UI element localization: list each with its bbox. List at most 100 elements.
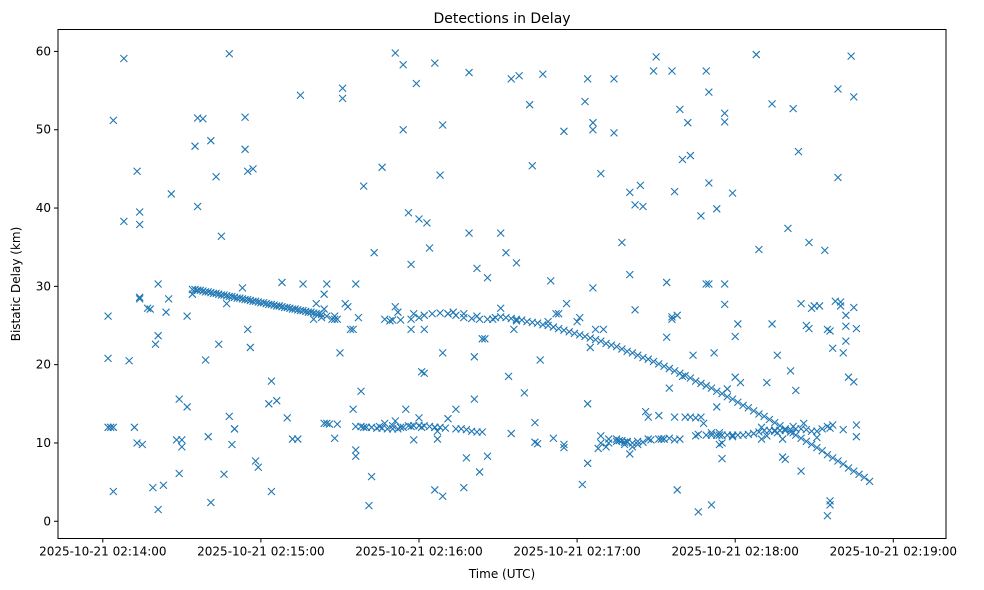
data-point xyxy=(488,315,497,324)
data-point xyxy=(544,321,553,330)
data-point xyxy=(583,459,592,468)
data-point xyxy=(525,100,534,109)
data-point xyxy=(496,313,505,321)
data-point xyxy=(330,315,339,324)
data-point xyxy=(760,412,769,421)
data-point xyxy=(401,405,410,414)
data-point xyxy=(749,406,758,415)
data-point xyxy=(188,290,197,299)
data-point xyxy=(646,435,655,444)
data-point xyxy=(204,432,213,441)
data-point xyxy=(470,395,479,404)
data-point xyxy=(459,483,468,492)
data-point xyxy=(293,435,302,443)
data-point xyxy=(620,438,629,447)
data-point xyxy=(380,315,389,324)
data-point xyxy=(573,317,581,326)
data-point xyxy=(631,201,639,209)
data-point xyxy=(618,345,626,353)
data-point xyxy=(359,423,368,432)
data-point xyxy=(388,316,397,324)
data-point xyxy=(359,182,368,191)
data-point xyxy=(220,470,228,479)
data-point xyxy=(459,309,468,318)
data-point xyxy=(473,264,481,273)
data-point xyxy=(578,480,587,489)
data-point xyxy=(109,487,118,496)
data-point xyxy=(533,319,542,328)
data-point xyxy=(702,381,711,390)
data-point xyxy=(610,128,618,137)
data-point xyxy=(649,67,658,75)
data-point xyxy=(610,74,618,83)
data-point xyxy=(438,121,447,129)
data-point xyxy=(399,125,408,134)
y-axis: 0 10 20 30 40 50 60 xyxy=(36,44,58,528)
data-point xyxy=(865,477,874,486)
data-point xyxy=(618,238,626,247)
data-point xyxy=(246,343,255,352)
data-point xyxy=(794,147,803,156)
data-point xyxy=(251,457,260,465)
data-point xyxy=(420,325,429,334)
data-point xyxy=(581,97,589,106)
data-point xyxy=(396,423,405,432)
data-point xyxy=(349,405,358,414)
data-point xyxy=(135,220,144,229)
data-point xyxy=(784,224,792,233)
data-point xyxy=(204,287,213,296)
data-point xyxy=(599,325,608,334)
data-point xyxy=(604,435,613,443)
data-point xyxy=(243,325,252,334)
data-point xyxy=(183,403,192,411)
data-point xyxy=(407,315,415,324)
data-point xyxy=(839,425,848,434)
data-point xyxy=(849,92,858,101)
data-point xyxy=(720,109,729,118)
data-point xyxy=(673,311,682,320)
data-point xyxy=(852,421,861,429)
data-point xyxy=(378,163,386,172)
data-point xyxy=(225,412,234,421)
data-point xyxy=(720,118,729,126)
data-point xyxy=(733,320,742,328)
data-point xyxy=(744,403,753,412)
data-point xyxy=(789,422,798,431)
data-point xyxy=(718,439,726,447)
data-point xyxy=(836,298,845,306)
data-point xyxy=(449,308,458,317)
data-point xyxy=(623,347,632,356)
data-point xyxy=(330,434,339,443)
data-point xyxy=(283,303,292,312)
data-point xyxy=(320,305,329,313)
data-point xyxy=(786,367,795,375)
data-point xyxy=(104,312,112,320)
series-clutter xyxy=(104,49,861,520)
data-point xyxy=(644,435,653,443)
data-point xyxy=(660,362,668,371)
data-point xyxy=(465,68,473,77)
data-point xyxy=(636,181,645,190)
y-tick-label: 0 xyxy=(43,514,51,528)
data-point xyxy=(678,155,687,164)
data-point xyxy=(109,423,118,432)
data-point xyxy=(628,349,637,357)
data-point xyxy=(802,425,811,434)
data-point xyxy=(818,446,827,455)
data-point xyxy=(665,364,674,373)
data-point xyxy=(583,74,592,83)
data-point xyxy=(135,293,144,302)
data-point xyxy=(770,418,779,427)
data-point xyxy=(104,354,112,363)
data-point xyxy=(135,208,144,216)
data-point xyxy=(322,280,331,288)
data-point xyxy=(162,308,170,317)
data-point xyxy=(399,60,408,69)
data-point xyxy=(222,299,231,308)
series-track-d xyxy=(104,413,837,447)
data-point xyxy=(228,440,236,449)
data-point xyxy=(146,305,155,313)
data-point xyxy=(367,472,376,481)
data-point xyxy=(554,309,563,318)
data-point xyxy=(243,295,252,304)
